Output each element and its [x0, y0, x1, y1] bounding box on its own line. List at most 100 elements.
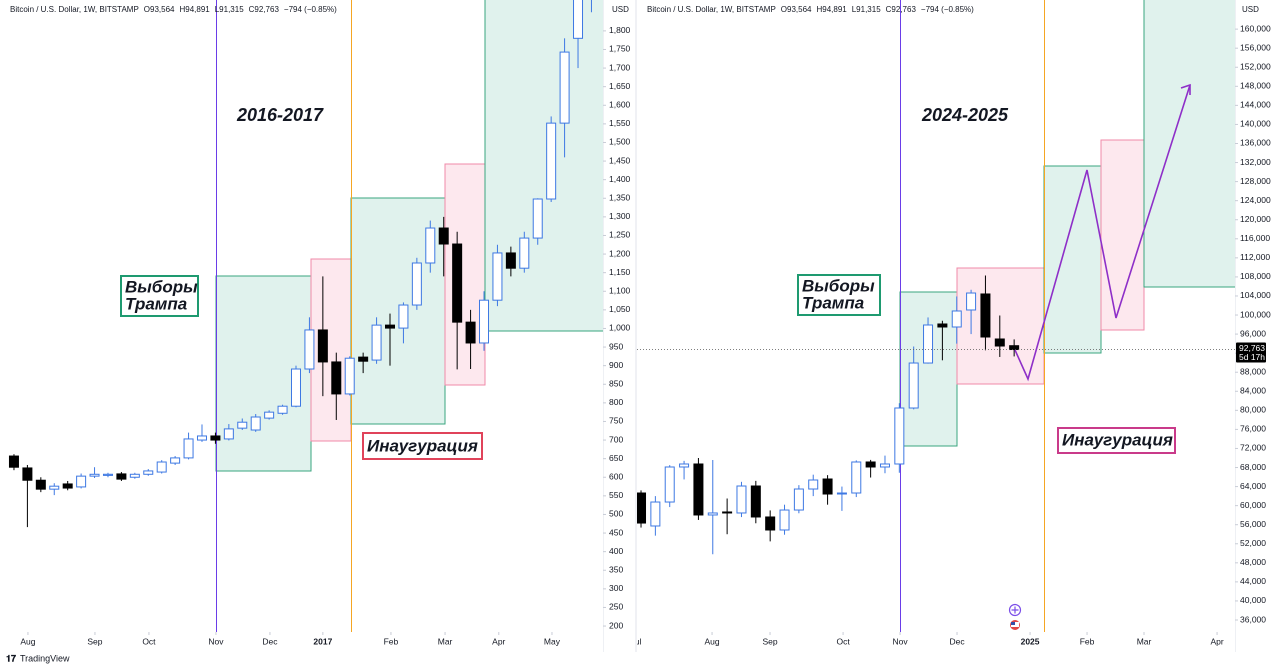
- candle-body: [722, 511, 733, 514]
- candle-body: [637, 492, 647, 524]
- candle-body: [465, 321, 476, 344]
- y-tick-label: 76,000: [1240, 424, 1266, 434]
- y-tick-label: 152,000: [1240, 61, 1271, 71]
- ohlc-change: −794 (−0.85%): [284, 5, 337, 14]
- x-tick-label: May: [544, 636, 561, 646]
- x-tick-label: Dec: [949, 636, 965, 646]
- zone: [1143, 0, 1235, 288]
- y-tick-label: 850: [609, 379, 623, 389]
- candle-body: [679, 463, 690, 468]
- x-tick-label: Apr: [492, 636, 505, 646]
- zone: [1100, 139, 1145, 331]
- y-tick-label: 68,000: [1240, 462, 1266, 472]
- candle-body: [317, 329, 328, 363]
- y-tick-label: 400: [609, 546, 623, 556]
- y-tick-label: 116,000: [1240, 233, 1270, 243]
- candle-body: [879, 463, 890, 468]
- y-tick-label: 750: [609, 416, 623, 426]
- candle-body: [505, 252, 516, 269]
- candle-body: [156, 461, 167, 473]
- x-tick-label: Oct: [836, 636, 850, 646]
- ohlc-close: C92,763: [886, 5, 917, 14]
- y-tick-label: 160,000: [1240, 23, 1271, 33]
- y-tick-label: 96,000: [1240, 328, 1266, 338]
- candle-body: [304, 329, 315, 370]
- y-tick-label: 72,000: [1240, 443, 1266, 453]
- x-tick-label: Sep: [762, 636, 777, 646]
- candle-body: [129, 473, 140, 478]
- candle-body: [102, 473, 113, 476]
- candle-body: [937, 323, 948, 328]
- candle-body: [22, 467, 33, 481]
- event-icon-flag: [1011, 622, 1015, 625]
- candle-body: [210, 435, 221, 441]
- candle-body: [398, 304, 409, 329]
- y-tick-label: 108,000: [1240, 271, 1271, 281]
- x-tick-label: Feb: [384, 636, 399, 646]
- x-tick-label: Nov: [208, 636, 224, 646]
- y-tick-label: 84,000: [1240, 386, 1266, 396]
- candle-body: [851, 461, 862, 494]
- last-price-label: 92,763: [1239, 343, 1265, 353]
- candle-body: [573, 0, 584, 39]
- candle-body: [35, 479, 46, 490]
- y-tick-label: 44,000: [1240, 576, 1266, 586]
- y-tick-label: 1,650: [609, 81, 631, 91]
- candle-body: [385, 324, 396, 329]
- y-tick-label: 64,000: [1240, 481, 1266, 491]
- y-tick-label: 1,600: [609, 100, 631, 110]
- y-tick-label: 52,000: [1240, 538, 1266, 548]
- candle-body: [89, 473, 100, 477]
- candle-body: [980, 293, 991, 338]
- candle-body: [237, 421, 248, 429]
- y-tick-label: 128,000: [1240, 176, 1271, 186]
- candle-body: [331, 361, 342, 395]
- y-tick-label: 200: [609, 620, 623, 630]
- ohlc-high: H94,891: [179, 5, 210, 14]
- candle-body: [1009, 345, 1020, 351]
- candle-body: [371, 324, 382, 361]
- y-tick-label: 1,500: [609, 137, 631, 147]
- candle-body: [438, 227, 449, 245]
- axis-right: 36,000 40,000 44,000 48,000 52,000 56,000 60,0…: [1235, 23, 1271, 624]
- candle-body: [994, 338, 1005, 347]
- candle-body: [650, 501, 661, 527]
- y-tick-label: 36,000: [1240, 614, 1266, 624]
- y-tick-label: 132,000: [1240, 157, 1271, 167]
- x-axis-left: Aug Sep Oct Nov Dec 2017 Feb Mar Apr May: [20, 632, 561, 646]
- ohlc-high: H94,891: [816, 5, 847, 14]
- candle-body: [779, 509, 790, 531]
- candle-body: [76, 475, 87, 488]
- candle-body: [143, 470, 154, 475]
- candle-body: [49, 485, 60, 490]
- candle-body: [865, 461, 876, 468]
- y-tick-label: 1,550: [609, 118, 631, 128]
- candle-body: [277, 405, 288, 414]
- ohlc-low: L91,315: [852, 5, 881, 14]
- y-tick-label: 48,000: [1240, 557, 1266, 567]
- ohlc-low: L91,315: [215, 5, 244, 14]
- y-tick-label: 1,300: [609, 211, 631, 221]
- x-tick-label: 2017: [313, 636, 332, 646]
- candle-body: [290, 368, 301, 407]
- footer-logo: 𝟏𝟕: [6, 653, 16, 663]
- candle-body: [894, 407, 905, 465]
- y-tick-label: 1,050: [609, 304, 631, 314]
- annotation-box: [362, 432, 483, 460]
- axis-left: 200 250 300 350 400 450 500 550 600 650 700 750 800 8…: [603, 25, 631, 630]
- candle-body: [664, 466, 675, 503]
- candle-body: [358, 356, 369, 362]
- zone: [899, 291, 958, 447]
- y-tick-label: 56,000: [1240, 519, 1266, 529]
- annotation: Трампа: [125, 294, 187, 313]
- ohlc-change: −794 (−0.85%): [921, 5, 974, 14]
- plot-left: [8, 0, 592, 528]
- y-tick-label: 450: [609, 527, 623, 537]
- candle-body: [250, 416, 261, 431]
- y-tick-label: 950: [609, 341, 623, 351]
- event-icon-plus: [1011, 606, 1019, 614]
- y-tick-label: 1,400: [609, 174, 631, 184]
- zone: [444, 163, 486, 386]
